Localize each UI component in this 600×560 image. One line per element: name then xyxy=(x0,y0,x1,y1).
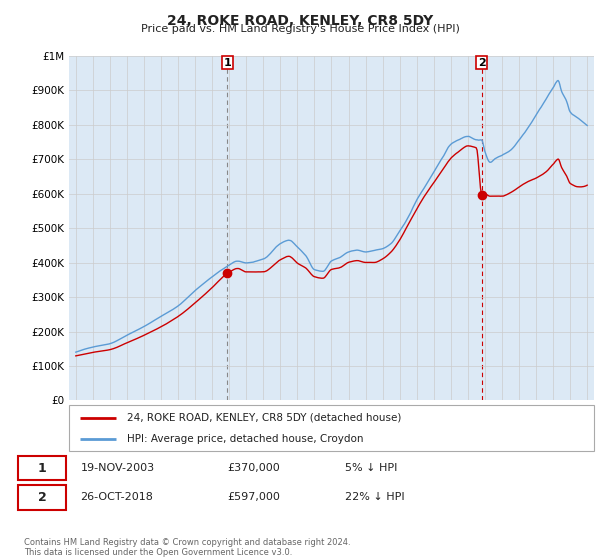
Text: Price paid vs. HM Land Registry's House Price Index (HPI): Price paid vs. HM Land Registry's House … xyxy=(140,24,460,34)
Text: 26-OCT-2018: 26-OCT-2018 xyxy=(80,492,153,502)
Text: Contains HM Land Registry data © Crown copyright and database right 2024.
This d: Contains HM Land Registry data © Crown c… xyxy=(24,538,350,557)
FancyBboxPatch shape xyxy=(69,405,594,451)
Text: £370,000: £370,000 xyxy=(227,463,280,473)
Text: 22% ↓ HPI: 22% ↓ HPI xyxy=(346,492,405,502)
Text: HPI: Average price, detached house, Croydon: HPI: Average price, detached house, Croy… xyxy=(127,435,363,444)
Text: 24, ROKE ROAD, KENLEY, CR8 5DY: 24, ROKE ROAD, KENLEY, CR8 5DY xyxy=(167,14,433,28)
Text: 19-NOV-2003: 19-NOV-2003 xyxy=(80,463,155,473)
Text: 2: 2 xyxy=(478,58,485,68)
Text: 5% ↓ HPI: 5% ↓ HPI xyxy=(346,463,398,473)
Text: 24, ROKE ROAD, KENLEY, CR8 5DY (detached house): 24, ROKE ROAD, KENLEY, CR8 5DY (detached… xyxy=(127,413,401,423)
FancyBboxPatch shape xyxy=(19,485,67,510)
Text: 1: 1 xyxy=(38,461,47,475)
Text: 1: 1 xyxy=(223,58,231,68)
FancyBboxPatch shape xyxy=(19,456,67,480)
Text: £597,000: £597,000 xyxy=(227,492,280,502)
Text: 2: 2 xyxy=(38,491,47,504)
